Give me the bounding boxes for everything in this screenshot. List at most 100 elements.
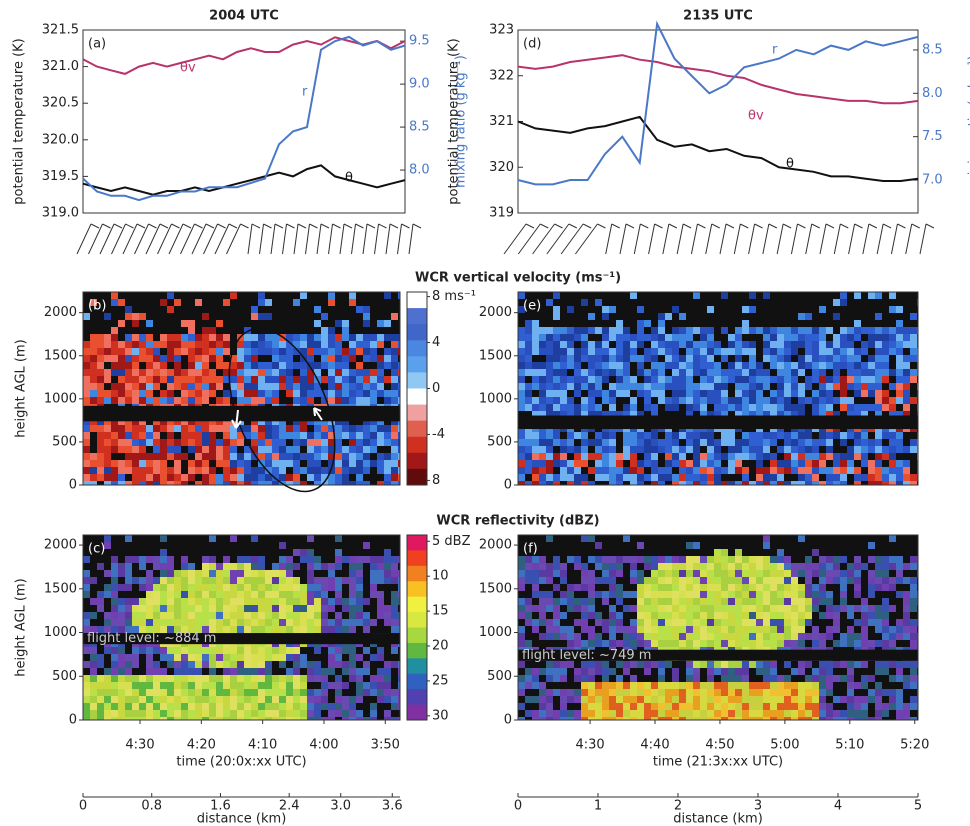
radar-pixel [567,446,574,453]
radar-pixel [686,598,693,605]
radar-pixel [707,474,714,481]
radar-pixel [616,467,623,474]
radar-pixel [693,481,700,485]
radar-pixel [770,661,777,668]
radar-pixel [125,348,132,355]
wind-barb [733,223,741,255]
radar-pixel [721,376,728,383]
radar-pixel [265,313,272,320]
radar-pixel [370,439,377,446]
wind-barb [214,223,230,255]
radar-pixel [847,411,854,418]
radar-pixel [567,397,574,404]
radar-pixel [356,432,363,439]
radar-pixel [658,661,665,668]
radar-pixel [125,369,132,376]
radar-pixel [188,626,195,633]
radar-pixel [672,626,679,633]
radar-pixel [153,369,160,376]
radar-pixel [167,577,174,584]
radar-pixel [146,460,153,467]
radar-pixel [700,369,707,376]
radar-pixel [532,563,539,570]
radar-pixel [728,626,735,633]
radar-pixel [532,570,539,577]
radar-pixel [707,432,714,439]
radar-pixel [700,717,707,720]
radar-pixel [539,460,546,467]
radar-pixel [861,446,868,453]
radar-pixel [209,612,216,619]
radar-pixel [581,453,588,460]
radar-pixel [735,446,742,453]
radar-pixel [539,390,546,397]
radar-pixel [286,425,293,432]
radar-pixel [153,605,160,612]
radar-pixel [658,682,665,689]
radar-pixel [230,383,237,390]
radar-pixel [118,481,125,485]
radar-pixel [83,341,90,348]
radar-pixel [90,355,97,362]
radar-pixel [777,598,784,605]
radar-pixel [244,425,251,432]
radar-pixel [574,404,581,411]
radar-pixel [328,710,335,717]
radar-pixel [125,425,132,432]
radar-pixel [258,675,265,682]
radar-pixel [707,696,714,703]
radar-pixel [882,689,889,696]
radar-pixel [567,717,574,720]
radar-pixel [595,689,602,696]
radar-pixel [223,348,230,355]
radar-pixel [630,577,637,584]
radar-pixel [153,446,160,453]
radar-pixel [539,570,546,577]
radar-pixel [293,717,300,720]
radar-pixel [875,640,882,647]
radar-pixel [910,474,917,481]
radar-pixel [721,591,728,598]
radar-pixel [567,362,574,369]
radar-pixel [735,376,742,383]
radar-pixel [707,577,714,584]
radar-pixel [104,397,111,404]
wind-barb-flag [297,223,307,229]
radar-pixel [300,682,307,689]
radar-pixel [398,467,400,474]
radar-pixel [672,591,679,598]
radar-pixel [125,460,132,467]
radar-pixel [153,696,160,703]
radar-pixel [314,717,321,720]
radar-pixel [833,376,840,383]
radar-pixel [602,369,609,376]
radar-pixel [693,348,700,355]
radar-pixel [321,432,328,439]
radar-pixel [889,626,896,633]
radar-pixel [356,334,363,341]
radar-pixel [840,397,847,404]
radar-pixel [728,710,735,717]
radar-pixel [553,626,560,633]
radar-pixel [216,612,223,619]
radar-pixel [595,390,602,397]
radar-pixel [896,689,903,696]
radar-pixel [223,334,230,341]
radar-pixel [777,605,784,612]
radar-pixel [216,710,223,717]
radar-pixel [258,439,265,446]
radar-pixel [770,362,777,369]
colorbar-swatch [407,468,427,486]
radar-pixel [651,411,658,418]
radar-pixel [861,619,868,626]
radar-pixel [784,362,791,369]
radar-pixel [714,369,721,376]
radar-pixel [174,605,181,612]
radar-pixel [651,369,658,376]
radar-pixel [735,675,742,682]
radar-pixel [833,696,840,703]
radar-pixel [321,313,328,320]
radar-pixel [265,696,272,703]
radar-pixel [742,556,749,563]
radar-pixel [581,535,588,542]
